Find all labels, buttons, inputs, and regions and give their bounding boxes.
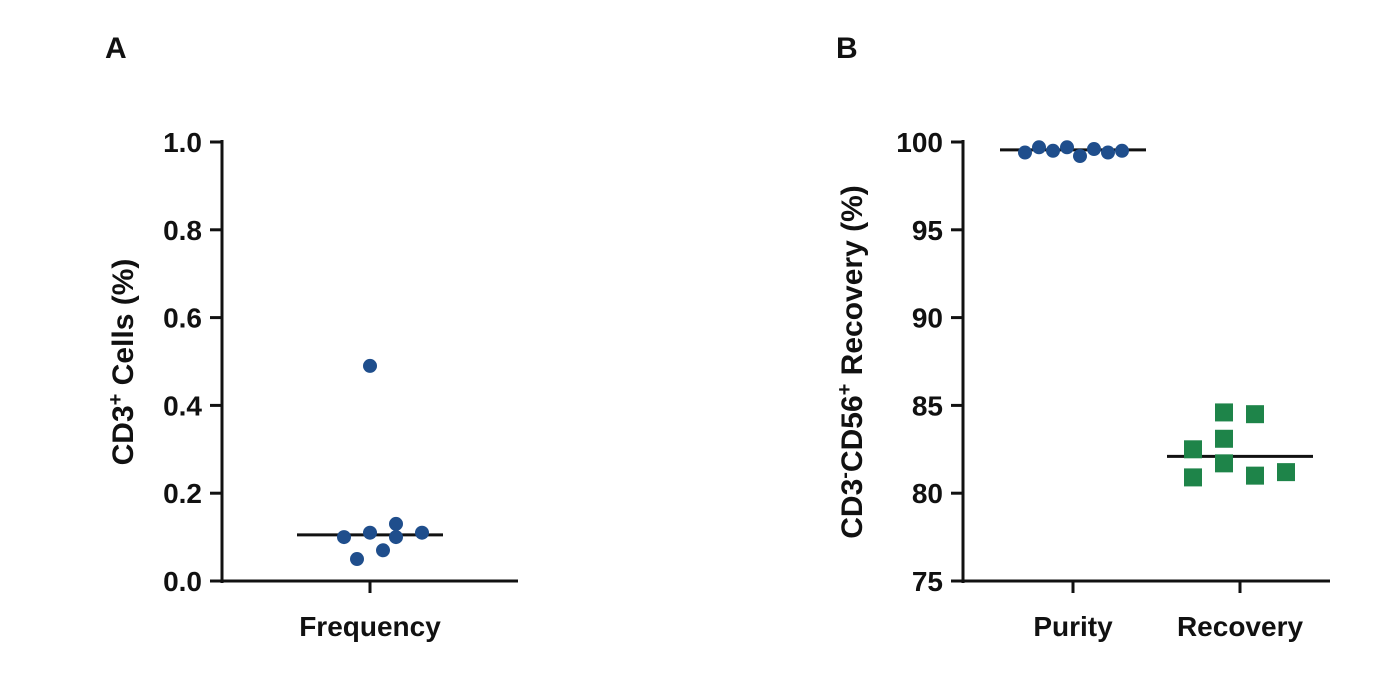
data-point — [1246, 466, 1264, 485]
data-point — [1215, 429, 1233, 448]
y-tick-label: 95 — [912, 215, 943, 246]
data-point — [1215, 454, 1233, 473]
data-point — [363, 358, 377, 373]
y-tick-label: 75 — [912, 566, 943, 597]
y-axis-label-a: CD3+ Cells (%) — [105, 259, 140, 466]
y-axis-label-b: CD3-CD56+ Recovery (%) — [834, 185, 869, 539]
data-point — [1215, 403, 1233, 422]
panel-label-b: B — [836, 32, 858, 65]
y-tick-label: 90 — [912, 303, 943, 334]
data-point — [389, 516, 403, 531]
data-point — [1277, 463, 1295, 482]
data-point — [1184, 440, 1202, 459]
x-tick-label: Purity — [1033, 611, 1113, 642]
y-tick-label: 0.6 — [163, 303, 202, 334]
data-point — [1246, 405, 1264, 424]
y-tick-label: 0.2 — [163, 478, 202, 509]
data-point — [376, 543, 390, 558]
data-point — [415, 525, 429, 540]
panel-label-a: A — [105, 32, 127, 65]
y-tick-label: 0.4 — [163, 390, 202, 421]
data-point — [1018, 145, 1032, 160]
data-point — [1184, 468, 1202, 487]
y-tick-label: 100 — [896, 127, 943, 158]
data-point — [389, 530, 403, 545]
data-point — [363, 525, 377, 540]
data-point — [1087, 142, 1101, 157]
y-tick-label: 80 — [912, 478, 943, 509]
data-point — [350, 552, 364, 567]
data-point — [1060, 140, 1074, 155]
data-point — [1073, 149, 1087, 164]
data-point — [337, 530, 351, 545]
data-point — [1115, 143, 1129, 158]
data-point — [1032, 140, 1046, 155]
y-tick-label: 0.0 — [163, 566, 202, 597]
data-point — [1101, 145, 1115, 160]
data-point — [1046, 143, 1060, 158]
x-tick-label: Frequency — [299, 611, 441, 642]
x-tick-label: Recovery — [1177, 611, 1304, 642]
y-tick-label: 0.8 — [163, 215, 202, 246]
y-tick-label: 1.0 — [163, 127, 202, 158]
y-tick-label: 85 — [912, 390, 943, 421]
